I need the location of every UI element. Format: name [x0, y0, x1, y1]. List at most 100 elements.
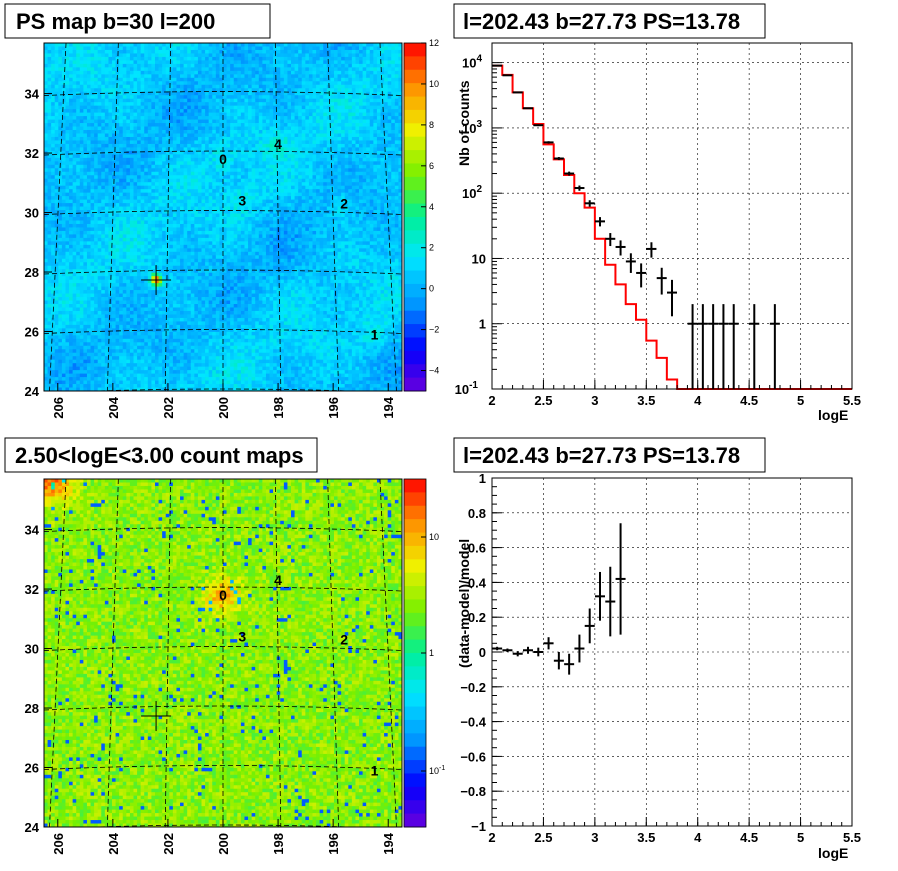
- map-cell: [97, 324, 102, 329]
- map-cell: [215, 227, 220, 232]
- map-cell: [94, 279, 99, 284]
- map-cell: [201, 227, 206, 232]
- map-cell: [140, 182, 145, 187]
- map-cell: [94, 317, 99, 322]
- map-cell: [86, 196, 91, 200]
- map-cell: [201, 164, 206, 169]
- map-cell: [69, 88, 74, 93]
- map-cell: [208, 331, 213, 336]
- map-cell: [208, 70, 213, 75]
- map-cell: [133, 258, 138, 263]
- map-cell: [194, 380, 199, 385]
- map-cell: [86, 70, 91, 75]
- map-cell: [44, 119, 48, 124]
- map-cell: [140, 387, 145, 391]
- map-cell: [90, 262, 95, 267]
- map-cell: [79, 168, 84, 173]
- map-cell: [97, 192, 102, 197]
- map-cell: [201, 223, 206, 228]
- map-cell: [112, 237, 116, 242]
- map-cell: [201, 140, 206, 145]
- map-cell: [133, 136, 138, 141]
- map-cell: [65, 317, 70, 322]
- map-cell: [144, 189, 149, 194]
- map-cell: [205, 269, 210, 274]
- map-cell: [165, 178, 170, 183]
- map-cell: [90, 293, 95, 298]
- map-cell: [208, 258, 213, 263]
- map-cell: [219, 241, 224, 246]
- map-cell: [44, 164, 48, 169]
- map-cell: [65, 363, 70, 368]
- map-cell: [215, 105, 220, 110]
- map-cell: [108, 262, 113, 267]
- map-cell: [215, 213, 220, 218]
- map-cell: [101, 352, 106, 357]
- map-cell: [208, 265, 213, 270]
- map-cell: [158, 133, 163, 138]
- map-cell: [61, 182, 66, 187]
- map-cell: [69, 43, 74, 47]
- map-cell: [212, 164, 217, 169]
- map-cell: [154, 119, 159, 124]
- map-cell: [112, 255, 116, 260]
- map-cell: [133, 154, 138, 159]
- map-cell: [158, 123, 163, 127]
- map-cell: [205, 349, 210, 354]
- map-cell: [190, 223, 195, 228]
- map-cell: [129, 102, 134, 107]
- map-cell: [86, 56, 91, 61]
- map-cell: [144, 147, 149, 152]
- map-cell: [183, 310, 188, 315]
- map-cell: [183, 161, 188, 166]
- map-cell: [205, 102, 210, 107]
- map-cell: [72, 349, 77, 354]
- map-cell: [126, 223, 131, 228]
- map-cell: [197, 136, 202, 141]
- map-cell: [183, 74, 188, 79]
- map-cell: [219, 321, 224, 326]
- map-cell: [133, 112, 138, 117]
- map-cell: [97, 269, 102, 274]
- map-cell: [69, 133, 74, 138]
- map-cell: [101, 88, 106, 93]
- map-cell: [86, 136, 91, 141]
- map-cell: [129, 206, 134, 211]
- map-cell: [122, 248, 127, 253]
- map-cell: [104, 251, 109, 256]
- map-cell: [140, 157, 145, 162]
- map-cell: [97, 328, 102, 333]
- map-cell: [201, 279, 206, 284]
- map-cell: [212, 324, 217, 329]
- map-cell: [165, 349, 170, 354]
- map-cell: [122, 157, 127, 162]
- map-cell: [154, 84, 159, 89]
- map-cell: [187, 192, 192, 197]
- map-cell: [51, 192, 56, 197]
- map-cell: [69, 217, 74, 221]
- map-cell: [165, 265, 170, 270]
- map-cell: [176, 262, 181, 267]
- map-cell: [194, 370, 199, 374]
- map-cell: [154, 338, 159, 343]
- map-cell: [101, 307, 106, 312]
- map-cell: [180, 150, 185, 155]
- map-cell: [65, 304, 70, 308]
- map-cell: [122, 102, 127, 107]
- map-cell: [147, 265, 152, 270]
- map-cell: [61, 307, 66, 312]
- map-cell: [205, 185, 210, 190]
- map-cell: [158, 377, 163, 381]
- map-cell: [108, 230, 113, 235]
- map-cell: [115, 373, 120, 378]
- map-cell: [176, 140, 181, 145]
- map-cell: [154, 380, 159, 385]
- map-cell: [86, 203, 91, 207]
- map-cell: [129, 70, 134, 75]
- map-cell: [61, 349, 66, 354]
- map-cell: [212, 227, 217, 232]
- map-cell: [151, 133, 156, 138]
- map-cell: [122, 262, 127, 267]
- map-cell: [44, 283, 48, 287]
- map-cell: [104, 310, 109, 315]
